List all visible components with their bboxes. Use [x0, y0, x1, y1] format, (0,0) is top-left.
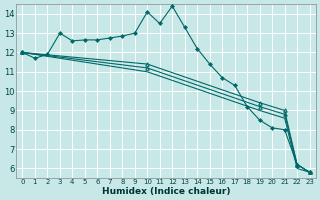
X-axis label: Humidex (Indice chaleur): Humidex (Indice chaleur): [102, 187, 230, 196]
